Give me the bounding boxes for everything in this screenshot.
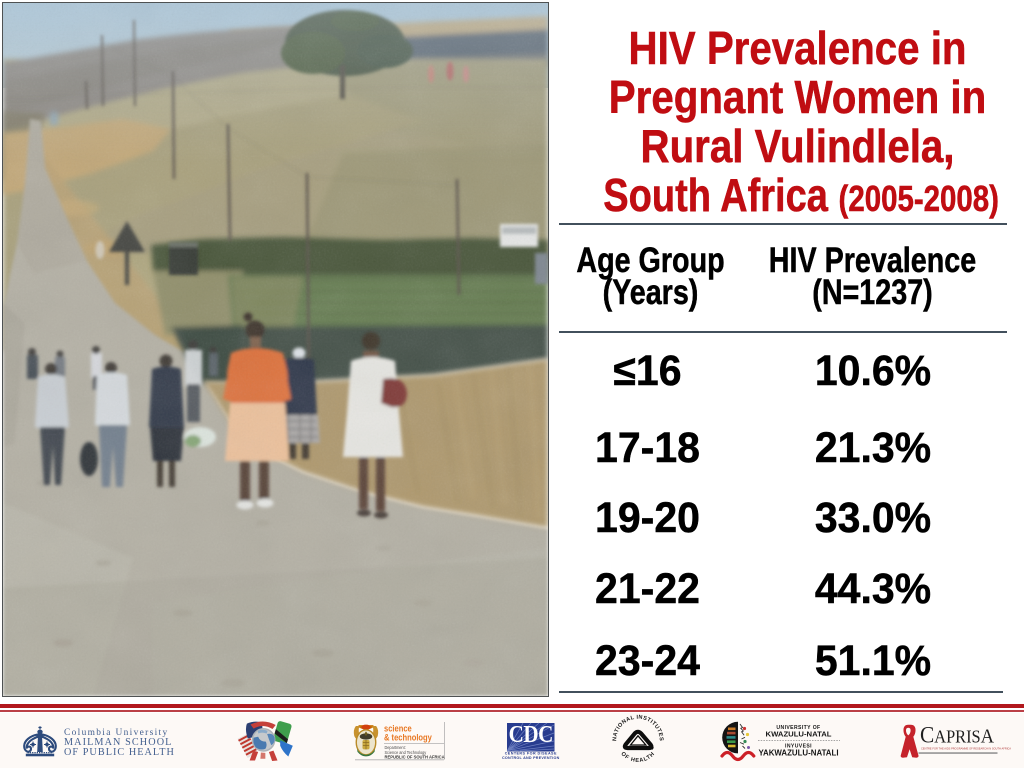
svg-text:& technology: & technology [384,733,432,743]
svg-text:CAPRISA: CAPRISA [920,722,994,748]
svg-text:UNIVERSITY OF: UNIVERSITY OF [776,725,820,731]
svg-text:CDC: CDC [509,720,553,747]
svg-text:OF HEALTH: OF HEALTH [620,751,657,764]
svg-text:CONTROL AND PREVENTION: CONTROL AND PREVENTION [502,756,560,760]
svg-text:KWAZULU-NATAL: KWAZULU-NATAL [766,730,832,739]
svg-text:REPUBLIC OF SOUTH AFRICA: REPUBLIC OF SOUTH AFRICA [385,754,446,759]
svg-text:Science and Technology: Science and Technology [385,750,428,755]
svg-text:Department:: Department: [385,745,406,750]
svg-text:Columbia University: Columbia University [64,728,169,738]
svg-text:CENTRE FOR THE AIDS PROGRAMME: CENTRE FOR THE AIDS PROGRAMME OF RESEARC… [921,746,1011,750]
svg-text:YAKWAZULU-NATALI: YAKWAZULU-NATALI [758,749,838,758]
svg-text:science: science [384,724,412,734]
svg-text:CENTERS FOR DISEASE: CENTERS FOR DISEASE [505,752,557,756]
svg-text:MAILMAN SCHOOL: MAILMAN SCHOOL [64,737,173,748]
svg-text:INYUVESI: INYUVESI [785,744,812,750]
svg-text:NATIONAL INSTITUTES: NATIONAL INSTITUTES [612,715,664,742]
svg-text:OF PUBLIC HEALTH: OF PUBLIC HEALTH [64,747,175,758]
